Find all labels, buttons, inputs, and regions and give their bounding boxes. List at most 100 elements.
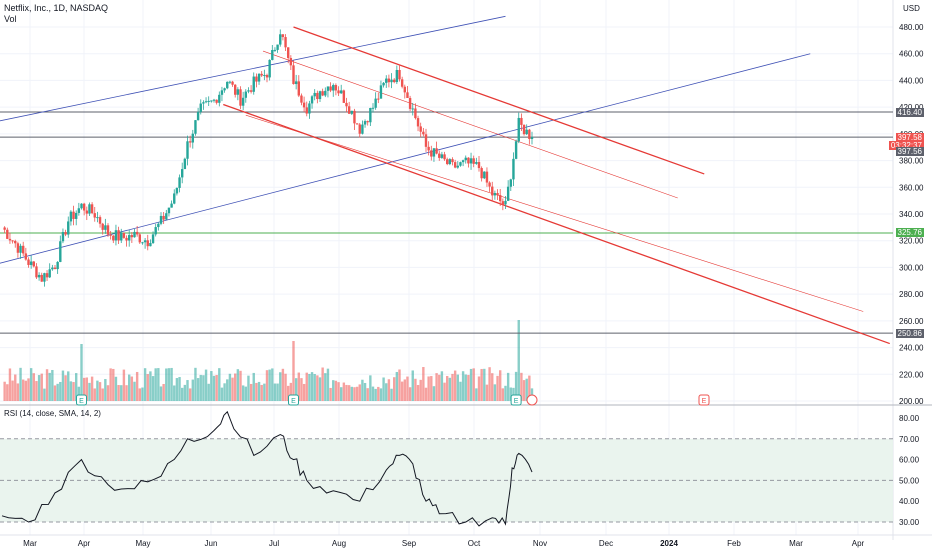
candle-body bbox=[64, 232, 67, 235]
candle-body bbox=[424, 134, 428, 147]
candle-body bbox=[125, 237, 128, 241]
volume-bar bbox=[464, 374, 467, 401]
trend-channel-line[interactable] bbox=[0, 53, 811, 266]
earnings-marker[interactable] bbox=[288, 394, 299, 406]
rsi-tick-label: 60.00 bbox=[899, 456, 920, 465]
earnings-marker[interactable] bbox=[76, 394, 87, 406]
upcoming-earnings-marker[interactable] bbox=[698, 394, 710, 406]
candle-body bbox=[183, 158, 187, 170]
volume-bar bbox=[398, 369, 401, 401]
volume-bar bbox=[138, 388, 141, 401]
volume-bar bbox=[67, 371, 70, 401]
candle-body bbox=[223, 88, 226, 91]
volume-bar bbox=[334, 380, 338, 401]
candle-body bbox=[146, 240, 149, 247]
trend-channel-line[interactable] bbox=[0, 15, 506, 123]
candle-body bbox=[427, 146, 430, 151]
volume-bar bbox=[414, 378, 417, 401]
volume-bar bbox=[252, 372, 255, 401]
volume-bar bbox=[56, 383, 59, 401]
volume-bar bbox=[69, 381, 73, 401]
volume-bar bbox=[175, 378, 179, 401]
candle-body bbox=[432, 148, 436, 157]
candle-body bbox=[408, 98, 412, 109]
volume-bar bbox=[467, 374, 470, 401]
volume-bar bbox=[514, 371, 518, 401]
candle-body bbox=[337, 90, 340, 94]
candle-body bbox=[236, 89, 240, 95]
candle-body bbox=[308, 103, 311, 114]
candle-body bbox=[175, 187, 179, 194]
candle-body bbox=[165, 213, 168, 220]
volume-bar bbox=[329, 387, 332, 401]
candle-body bbox=[260, 73, 263, 76]
volume-bar bbox=[289, 382, 293, 401]
volume-bar bbox=[517, 320, 520, 401]
volume-bar bbox=[117, 385, 120, 401]
volume-bar bbox=[178, 377, 181, 401]
candle-body bbox=[196, 111, 200, 121]
candle-body bbox=[461, 160, 465, 163]
candle-body bbox=[520, 117, 523, 125]
time-tick-label: Feb bbox=[727, 539, 741, 548]
volume-bar bbox=[231, 377, 234, 401]
candle-body bbox=[334, 85, 338, 91]
trend-channels[interactable] bbox=[0, 15, 890, 345]
candle-body bbox=[382, 82, 385, 86]
candle-body bbox=[6, 229, 9, 239]
candle-body bbox=[167, 207, 171, 214]
candle-body bbox=[279, 34, 282, 45]
volume-bar bbox=[14, 374, 17, 401]
trend-channel-line[interactable] bbox=[293, 26, 705, 175]
currency-label: USD bbox=[903, 4, 920, 13]
candle-body bbox=[443, 154, 446, 160]
volume-bar bbox=[430, 376, 433, 401]
candle-body bbox=[67, 221, 70, 235]
candle-body bbox=[353, 110, 356, 124]
candle-body bbox=[522, 124, 526, 135]
dividend-marker[interactable] bbox=[526, 394, 538, 406]
candle-body bbox=[416, 118, 420, 127]
volume-bar bbox=[469, 368, 473, 401]
volume-bar bbox=[475, 388, 478, 401]
candle-body bbox=[43, 273, 46, 282]
volume-bar bbox=[408, 387, 412, 401]
trend-channel-line[interactable] bbox=[223, 103, 890, 345]
candle-body bbox=[287, 47, 290, 58]
volume-bar bbox=[157, 368, 160, 401]
candle-body bbox=[469, 158, 473, 164]
price-tick-label: 460.00 bbox=[899, 50, 924, 59]
volume-bar bbox=[82, 377, 86, 401]
candle-body bbox=[61, 232, 65, 242]
volume-bar bbox=[90, 376, 94, 401]
candle-body bbox=[69, 211, 73, 222]
candle-body bbox=[247, 90, 250, 92]
candle-body bbox=[29, 261, 33, 265]
candle-body bbox=[239, 89, 242, 106]
candle-body bbox=[56, 261, 59, 270]
support-tag: 397.56 bbox=[895, 147, 924, 156]
candle-body bbox=[234, 84, 237, 95]
candle-body bbox=[448, 159, 452, 165]
earnings-marker[interactable] bbox=[510, 394, 522, 406]
volume-bar bbox=[387, 379, 391, 401]
candle-body bbox=[369, 107, 372, 123]
candle-body bbox=[59, 241, 62, 262]
volume-bar bbox=[29, 368, 33, 401]
candle-body bbox=[77, 208, 81, 213]
volume-bar bbox=[406, 376, 409, 401]
time-axis-labels: Mar Apr May Jun Jul Aug Sep Oct Nov Dec 2024 Feb Mar… bbox=[23, 539, 864, 548]
candle-body bbox=[499, 195, 502, 202]
volume-bar bbox=[456, 374, 459, 401]
volume-bar bbox=[80, 344, 83, 401]
trend-channel-line[interactable] bbox=[262, 50, 678, 199]
volume-bar bbox=[477, 376, 481, 401]
candle-body bbox=[379, 85, 383, 99]
volume-bar bbox=[215, 374, 218, 401]
candle-body bbox=[151, 234, 155, 244]
trend-channel-line[interactable] bbox=[245, 114, 864, 312]
volume-bar bbox=[358, 384, 361, 401]
low-level-tag: 250.86 bbox=[895, 329, 924, 338]
volume-bar bbox=[64, 375, 67, 401]
